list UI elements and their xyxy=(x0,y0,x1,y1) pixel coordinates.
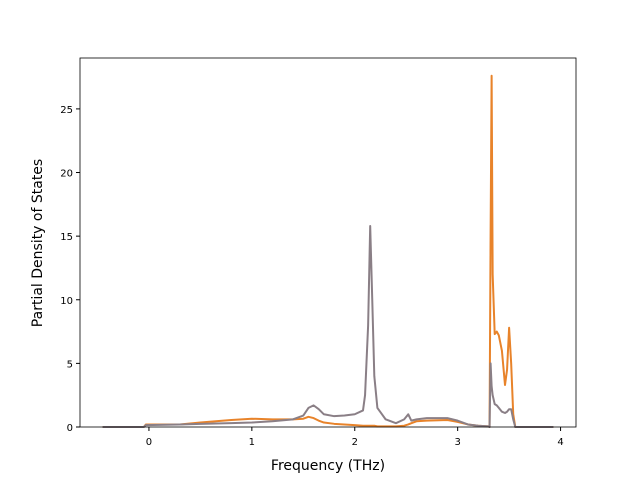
y-tick-label: 15 xyxy=(60,232,73,243)
data-line xyxy=(102,74,554,428)
y-tick-label: 25 xyxy=(60,105,73,116)
data-line xyxy=(102,224,554,428)
x-tick-label: 0 xyxy=(146,437,152,448)
y-tick-label: 20 xyxy=(60,169,73,180)
x-tick-label: 2 xyxy=(352,437,358,448)
x-tick-label: 3 xyxy=(454,437,460,448)
x-tick-label: 1 xyxy=(249,437,255,448)
y-axis-label: Partial Density of States xyxy=(30,159,46,327)
y-tick-label: 5 xyxy=(67,359,73,370)
x-tick-label: 4 xyxy=(557,437,563,448)
plot-frame xyxy=(79,57,577,428)
x-axis-label: Frequency (THz) xyxy=(271,458,385,474)
y-tick-label: 10 xyxy=(60,296,73,307)
y-tick-label: 0 xyxy=(67,423,73,434)
